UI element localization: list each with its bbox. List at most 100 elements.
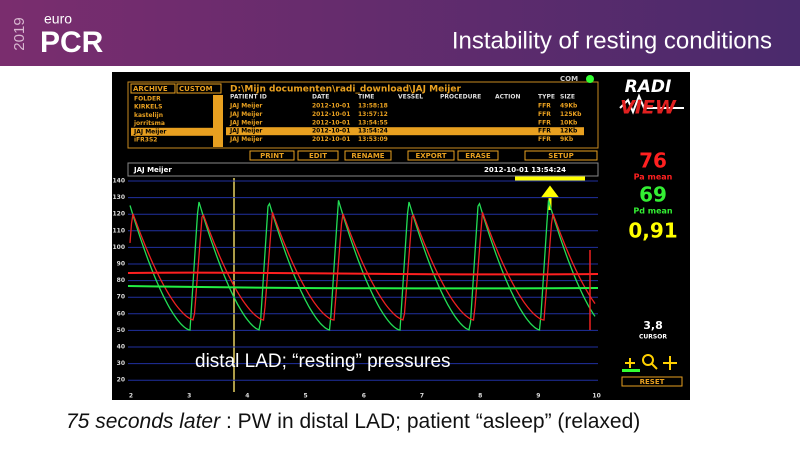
y-label: 120 [112, 211, 125, 218]
cell: 49Kb [560, 103, 578, 110]
y-label: 40 [117, 344, 125, 351]
year: 2019 [11, 17, 28, 50]
button-label[interactable]: EXPORT [415, 152, 446, 160]
y-label: 20 [117, 377, 125, 384]
folder: JAJ Meijer [133, 128, 166, 135]
x-label: 9 [536, 393, 540, 400]
cell: 10Kb [560, 119, 578, 126]
pd-trace [129, 200, 596, 331]
y-label: 100 [112, 244, 125, 251]
button-label[interactable]: PRINT [260, 152, 284, 160]
tab [130, 83, 176, 94]
column-header: SIZE [560, 94, 575, 101]
y-label: 130 [112, 194, 125, 201]
x-label: 5 [304, 393, 308, 400]
timestamp: 2012-10-01 13:54:24 [484, 166, 566, 174]
pa-label: Pa mean [634, 173, 673, 182]
column-header: TIME [358, 94, 374, 101]
cell: FFR [538, 119, 551, 126]
button-label[interactable]: EDIT [309, 152, 327, 160]
cell: FFR [538, 136, 551, 143]
arrow [541, 185, 559, 210]
cell: 2012-10-01 [312, 111, 350, 118]
button-label[interactable]: RENAME [351, 152, 384, 160]
cell: FFR [538, 128, 551, 135]
caption-emphasis: 75 seconds later [66, 410, 221, 433]
cursor-value: 3,8 [643, 319, 663, 332]
cell: 2012-10-01 [312, 136, 350, 143]
button[interactable] [457, 150, 499, 161]
x-label: 2 [129, 393, 133, 400]
x-label: 8 [478, 393, 482, 400]
reset-button[interactable] [621, 376, 683, 387]
scrollbar [213, 95, 223, 147]
cell: JAJ Meijer [229, 111, 262, 118]
button[interactable] [344, 150, 392, 161]
y-label: 70 [117, 294, 125, 301]
cell: JAJ Meijer [229, 103, 262, 110]
brand-top: euro [44, 11, 72, 27]
cell: 2012-10-01 [312, 128, 350, 135]
folder: KIRKELS [134, 104, 162, 111]
plot-bg [128, 176, 598, 392]
cursor-label: CURSOR [639, 334, 667, 341]
patient-bar [127, 162, 599, 177]
pa-value: 76 [639, 149, 667, 173]
cell: FFR [538, 103, 551, 110]
brand: PCR [40, 26, 104, 59]
y-label: 110 [112, 227, 125, 234]
folder: iFR3S2 [134, 137, 157, 144]
tab-label: ARCHIVE [133, 85, 168, 93]
cell: 13:58:18 [358, 103, 388, 110]
cell: 9Kb [560, 136, 574, 143]
button[interactable] [297, 150, 339, 161]
x-label: 7 [420, 393, 424, 400]
pd-label: Pd mean [633, 207, 673, 216]
cell: JAJ Meijer [229, 136, 262, 143]
cell: 13:54:55 [358, 119, 388, 126]
path: D:\Mijn documenten\radi_download\JAJ Mei… [230, 85, 461, 95]
cell: JAJ Meijer [229, 119, 262, 126]
y-label: 50 [117, 327, 125, 334]
cell: JAJ Meijer [229, 128, 262, 135]
header-band [0, 0, 800, 66]
folder: jorritsma [133, 120, 165, 127]
ratio: 0,91 [628, 219, 677, 243]
caption: 75 seconds later : PW in distal LAD; pat… [66, 410, 640, 433]
pd-mean [127, 285, 599, 290]
y-label: 80 [117, 277, 125, 284]
button-label[interactable]: ERASE [465, 152, 491, 160]
overlay-label: distal LAD; “resting” pressures [195, 351, 451, 372]
row-selected [226, 127, 584, 136]
slide-title: Instability of resting conditions [452, 27, 772, 54]
cell: 125Kb [560, 111, 582, 118]
tab [176, 83, 222, 94]
button[interactable] [407, 150, 455, 161]
cell: FFR [538, 111, 551, 118]
caption-text: : PW in distal LAD; patient “asleep” (re… [220, 410, 640, 433]
patient: JAJ Meijer [133, 166, 172, 174]
tool-underline [622, 369, 640, 372]
column-header: VESSEL [398, 94, 423, 101]
logo-bottom: VIEW [620, 97, 677, 119]
cell: 13:57:12 [358, 111, 388, 118]
x-label: 10 [592, 393, 600, 400]
tab-label: CUSTOM [179, 85, 213, 93]
x-label: 3 [187, 393, 191, 400]
button[interactable] [524, 150, 598, 161]
column-header: DATE [312, 94, 329, 101]
folder: kastelijn [134, 112, 163, 119]
button-label[interactable]: SETUP [548, 152, 573, 160]
logo-wave [619, 93, 684, 115]
cell: 2012-10-01 [312, 119, 350, 126]
com-label: COM [560, 75, 578, 83]
folder-selected [131, 127, 213, 136]
button[interactable] [249, 150, 295, 161]
y-label: 90 [117, 261, 125, 268]
com-led [586, 75, 594, 83]
cell: 12Kb [560, 128, 578, 135]
reset-label[interactable]: RESET [640, 378, 665, 386]
y-label: 30 [117, 360, 125, 367]
column-header: PATIENT ID [230, 94, 267, 101]
tool-icons [625, 354, 677, 370]
